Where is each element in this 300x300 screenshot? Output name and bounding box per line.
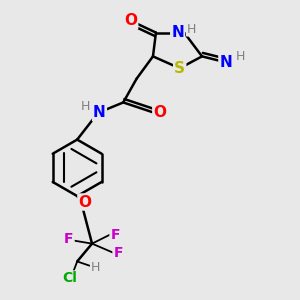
Text: Cl: Cl bbox=[62, 272, 77, 285]
Text: H: H bbox=[236, 50, 245, 64]
Text: O: O bbox=[124, 13, 137, 28]
Text: O: O bbox=[153, 105, 166, 120]
Text: N: N bbox=[219, 55, 232, 70]
Text: N: N bbox=[171, 25, 184, 40]
Text: F: F bbox=[113, 245, 123, 260]
Text: H: H bbox=[91, 262, 100, 275]
Text: H: H bbox=[81, 100, 90, 113]
Text: S: S bbox=[174, 61, 185, 76]
Text: F: F bbox=[64, 232, 74, 246]
Text: H: H bbox=[187, 22, 196, 35]
Text: O: O bbox=[78, 194, 92, 209]
Text: N: N bbox=[93, 105, 106, 120]
Text: F: F bbox=[110, 228, 120, 242]
